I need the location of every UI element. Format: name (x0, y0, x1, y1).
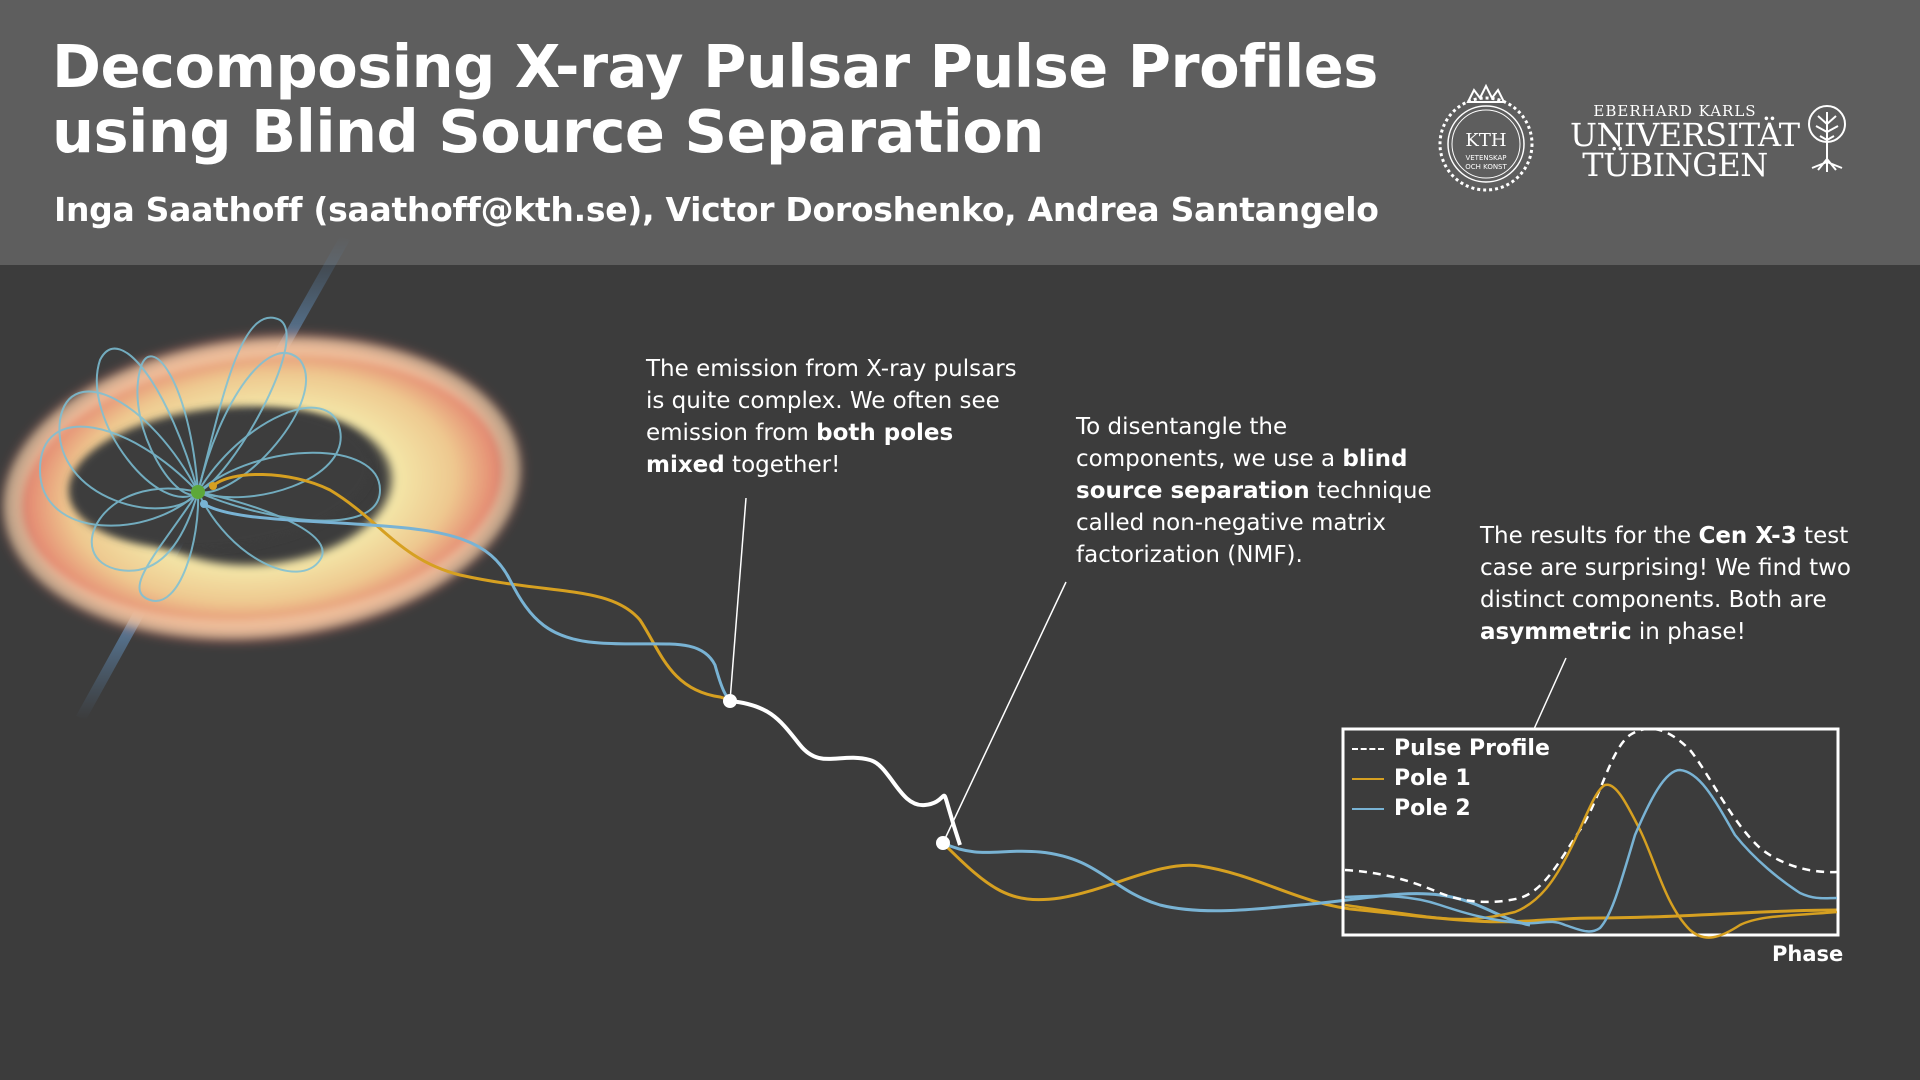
pole1-curve-left (211, 473, 731, 702)
tuebingen-logo-line2: UNIVERSITÄT (1570, 116, 1800, 154)
note3-pointer (1533, 657, 1567, 730)
tuebingen-logo-line3: TÜBINGEN (1582, 146, 1768, 184)
legend-swatch-pulse-profile (1352, 748, 1384, 750)
pole1-curve-right (941, 841, 1839, 924)
legend-item-pulse-profile: Pulse Profile (1352, 734, 1550, 764)
legend-item-pole-1: Pole 1 (1352, 764, 1550, 794)
legend-swatch-pole-1 (1352, 778, 1384, 780)
mix-point-2 (936, 836, 950, 850)
kth-logo-sub2: OCH KONST (1465, 163, 1507, 171)
note-mixed-emission: The emission from X-ray pulsars is quite… (646, 356, 1017, 478)
pole2-curve-left (203, 502, 731, 702)
legend-item-pole-2: Pole 2 (1352, 794, 1550, 824)
page-title: Decomposing X-ray Pulsar Pulse Profiles … (52, 34, 1378, 164)
note2-pointer (942, 581, 1067, 844)
result-panel-frame (1341, 727, 1840, 937)
x-axis-label: Phase (1772, 942, 1844, 966)
author-list: Inga Saathoff (saathoff@kth.se), Victor … (54, 190, 1379, 229)
kth-logo: KTH VETENSKAP OCH KONST (1438, 83, 1534, 192)
legend-label-pulse-profile: Pulse Profile (1394, 736, 1550, 761)
tuebingen-logo-line1: EBERHARD KARLS (1593, 102, 1757, 120)
result-pole1-line (1344, 783, 1838, 939)
mixed-curve (729, 699, 962, 846)
legend-label-pole-2: Pole 2 (1394, 796, 1471, 821)
result-pulse-profile-line (1344, 727, 1838, 904)
pole2-curve-right (942, 841, 1531, 927)
neutron-star (191, 485, 205, 499)
tuebingen-logo: EBERHARD KARLS UNIVERSITÄT TÜBINGEN (1570, 102, 1800, 184)
title-line-1: Decomposing X-ray Pulsar Pulse Profiles (52, 32, 1378, 101)
magnetic-field-lines (38, 316, 382, 602)
result-legend: Pulse Profile Pole 1 Pole 2 (1352, 734, 1550, 824)
legend-label-pole-1: Pole 1 (1394, 766, 1471, 791)
kth-logo-sub1: VETENSKAP (1465, 154, 1506, 162)
header-band (0, 0, 1920, 265)
legend-swatch-pole-2 (1352, 808, 1384, 810)
title-line-2: using Blind Source Separation (52, 97, 1044, 166)
tree-icon (1808, 105, 1846, 172)
note-bss-technique: To disentangle the components, we use a … (1076, 414, 1432, 568)
mix-point-1 (723, 694, 737, 708)
note-cen-x3-results: The results for the Cen X-3 test case ar… (1480, 523, 1851, 645)
kth-logo-name: KTH (1465, 130, 1506, 151)
note1-pointer (729, 497, 747, 702)
result-pole2-line (1344, 768, 1838, 933)
